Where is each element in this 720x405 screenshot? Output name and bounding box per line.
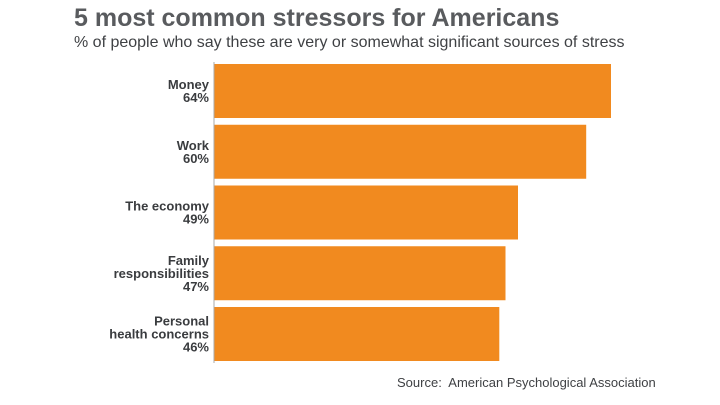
bar-1 [214,64,611,118]
category-label-4-line-1: Family [168,253,210,268]
value-label-5: 46% [183,340,209,355]
bar-5 [214,307,500,361]
chart-subtitle: % of people who say these are very or so… [74,34,625,51]
category-label-4-line-2: responsibilities [114,266,209,281]
value-label-2: 60% [183,151,209,166]
value-label-3: 49% [183,212,209,227]
value-label-1: 64% [183,90,209,105]
source-note: Source: American Psychological Associati… [397,375,656,390]
category-label-5-line-1: Personal [154,314,209,329]
bar-2 [214,124,587,179]
value-label-4: 47% [183,279,209,294]
bar-4 [214,246,506,301]
category-label-5-line-2: health concerns [109,327,209,342]
category-label-3: The economy [125,199,210,214]
bar-3 [214,185,518,240]
category-label-2: Work [177,138,210,153]
chart-title: 5 most common stressors for Americans [74,4,560,32]
category-label-1: Money [168,77,210,92]
